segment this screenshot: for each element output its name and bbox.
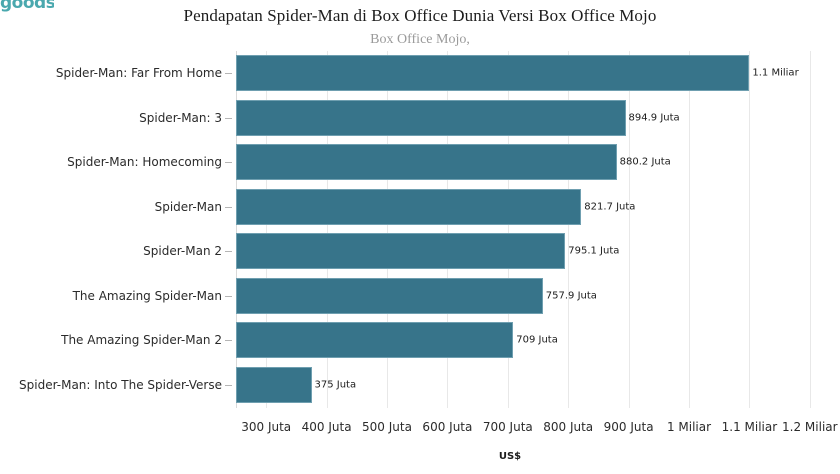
y-tick-label: Spider-Man: Homecoming bbox=[67, 155, 222, 169]
y-tick-mark bbox=[225, 340, 232, 341]
y-tick-label: The Amazing Spider-Man bbox=[72, 288, 222, 303]
y-tick-label: Spider-Man: 3 bbox=[139, 110, 222, 125]
bar[interactable] bbox=[236, 277, 543, 314]
bar-row: 795.1 Juta bbox=[236, 233, 840, 269]
y-tick-mark bbox=[225, 162, 232, 163]
bar-value-label: 1.1 Miliar bbox=[752, 67, 799, 79]
x-tick-label: 800 Juta bbox=[543, 420, 594, 434]
bar[interactable] bbox=[236, 233, 566, 269]
y-tick-label: Spider-Man: Into The Spider-Verse bbox=[19, 377, 222, 392]
y-axis-spine bbox=[236, 51, 237, 408]
bar-value-label: 375 Juta bbox=[314, 379, 357, 390]
gridline bbox=[628, 51, 630, 408]
gridline bbox=[568, 51, 570, 408]
bar-value-label: 894.9 Juta bbox=[628, 112, 680, 123]
gridline bbox=[809, 51, 811, 408]
chart-subtitle: Box Office Mojo, bbox=[370, 32, 470, 47]
bar-row: 709 Juta bbox=[236, 322, 840, 358]
x-tick-label: 1 Miliar bbox=[666, 420, 712, 434]
y-tick-label: The Amazing Spider-Man 2 bbox=[61, 333, 222, 347]
gridline bbox=[507, 51, 509, 408]
x-tick-label: 500 Juta bbox=[362, 420, 412, 434]
bar-row: 375 Juta bbox=[236, 366, 840, 403]
x-tick-label: 400 Juta bbox=[301, 420, 352, 434]
bar[interactable] bbox=[236, 55, 750, 91]
y-tick-label: Spider-Man: Far From Home bbox=[55, 66, 222, 80]
bar-value-label: 821.7 Juta bbox=[584, 201, 636, 212]
y-tick-mark bbox=[225, 251, 232, 252]
y-tick-mark bbox=[225, 295, 232, 297]
chart-title: Pendapatan Spider-Man di Box Office Duni… bbox=[183, 6, 657, 25]
bar[interactable] bbox=[236, 322, 514, 358]
y-tick-label: Spider-Man bbox=[154, 199, 222, 214]
y-tick-mark bbox=[225, 117, 232, 119]
gridline bbox=[326, 51, 328, 408]
x-axis: 300 Juta 400 Juta 500 Juta 600 Juta 700 Juta… bbox=[0, 420, 840, 442]
x-tick-label: 600 Juta bbox=[422, 420, 473, 434]
bar-row: 880.2 Juta bbox=[236, 144, 840, 180]
logo-text: goodstats bbox=[0, 0, 54, 13]
bar-value-label: 757.9 Juta bbox=[545, 290, 597, 301]
x-tick-label: 900 Juta bbox=[603, 420, 654, 434]
plot-area: 1.1 Miliar 894.9 Juta 880.2 Juta 821.7 Juta… bbox=[236, 51, 840, 408]
bar-row: 821.7 Juta bbox=[236, 188, 840, 225]
bar[interactable] bbox=[236, 144, 617, 180]
y-tick-label: Spider-Man 2 bbox=[143, 244, 222, 258]
bar[interactable] bbox=[236, 188, 582, 225]
y-tick-mark bbox=[225, 73, 232, 74]
bar-value-label: 880.2 Juta bbox=[619, 156, 671, 168]
gridline bbox=[689, 51, 690, 408]
y-axis: Spider-Man: Far From Home Spider-Man: 3 Sp… bbox=[0, 51, 236, 408]
x-axis-title: US$ bbox=[498, 451, 522, 462]
x-tick-label: 700 Juta bbox=[482, 420, 533, 434]
gridline bbox=[387, 51, 388, 408]
x-tick-label: 300 Juta bbox=[241, 420, 292, 434]
site-logo: goodstats bbox=[0, 0, 54, 15]
gridline bbox=[749, 51, 751, 408]
bar[interactable] bbox=[236, 366, 312, 403]
bar[interactable] bbox=[236, 99, 626, 136]
bar-row: 1.1 Miliar bbox=[236, 55, 840, 91]
x-tick-label: 1.1 Miliar bbox=[721, 420, 778, 434]
bar-row: 894.9 Juta bbox=[236, 99, 840, 136]
y-tick-mark bbox=[225, 384, 232, 386]
gridline bbox=[266, 51, 268, 408]
bar-row: 757.9 Juta bbox=[236, 277, 840, 314]
gridline bbox=[447, 51, 449, 408]
bar-value-label: 795.1 Juta bbox=[568, 245, 620, 257]
bar-value-label: 709 Juta bbox=[516, 334, 558, 346]
y-tick-mark bbox=[225, 206, 232, 208]
x-tick-label: 1.2 Miliar bbox=[782, 420, 838, 434]
